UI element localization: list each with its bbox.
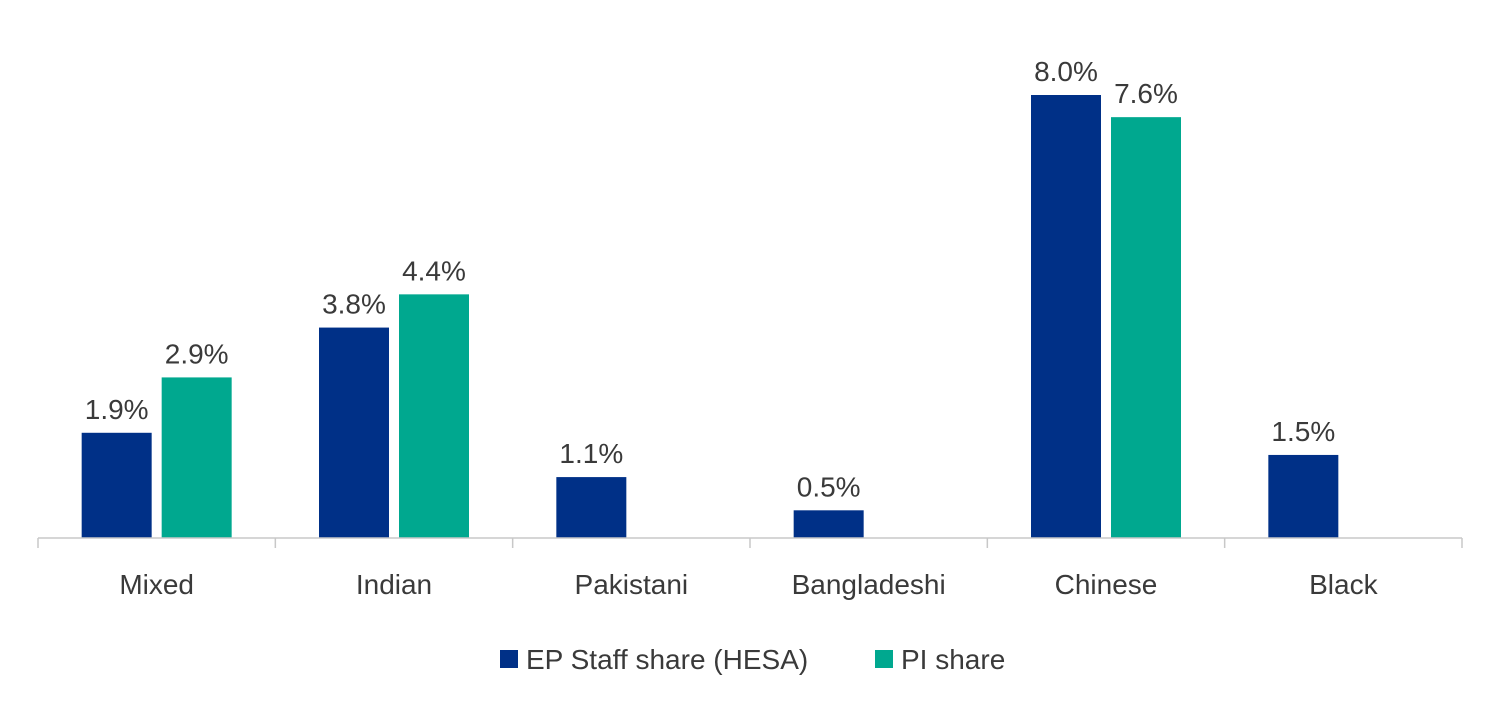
- bar-bangladeshi-ep-staff-share-hesa: [793, 510, 864, 538]
- data-label-chinese-pi-share: 7.6%: [1114, 78, 1178, 109]
- bar-pakistani-ep-staff-share-hesa: [556, 477, 627, 538]
- x-tick-labels: Mixed Indian Pakistani Bangladeshi Chinese Bl…: [119, 569, 1378, 600]
- legend-swatch-ep-staff-share-hesa: [500, 650, 518, 668]
- tick-label-indian: Indian: [356, 569, 432, 600]
- legend-label-ep-staff-share-hesa: EP Staff share (HESA): [526, 644, 808, 675]
- bar-chinese-ep-staff-share-hesa: [1031, 95, 1101, 538]
- data-label-black-ep-staff-share-hesa: 1.5%: [1271, 416, 1335, 447]
- tick-label-bangladeshi: Bangladeshi: [792, 569, 946, 600]
- data-label-mixed-pi-share: 2.9%: [165, 338, 229, 369]
- tick-label-black: Black: [1309, 569, 1378, 600]
- bar-black-ep-staff-share-hesa: [1268, 454, 1339, 538]
- tick-label-mixed: Mixed: [119, 569, 194, 600]
- data-label-bangladeshi-ep-staff-share-hesa: 0.5%: [797, 471, 861, 502]
- value-labels-layer: 1.9% 2.9% 3.8% 4.4% 1.1% 0.5% 8.0% 7.6% 1.5%: [85, 56, 1335, 502]
- bars-layer: [81, 95, 1339, 539]
- data-label-indian-ep-staff-share-hesa: 3.8%: [322, 289, 386, 320]
- bar-indian-pi-share: [399, 294, 469, 538]
- data-label-mixed-ep-staff-share-hesa: 1.9%: [85, 394, 149, 425]
- tick-label-chinese: Chinese: [1055, 569, 1158, 600]
- bar-mixed-ep-staff-share-hesa: [81, 432, 152, 538]
- tick-label-pakistani: Pakistani: [575, 569, 689, 600]
- legend-swatch-pi-share: [875, 650, 893, 668]
- legend: EP Staff share (HESA) PI share: [500, 644, 1005, 675]
- x-axis: [37, 537, 1463, 548]
- bar-chinese-pi-share: [1111, 117, 1181, 539]
- bar-mixed-pi-share: [161, 377, 232, 538]
- bar-indian-ep-staff-share-hesa: [319, 327, 389, 538]
- data-label-indian-pi-share: 4.4%: [402, 255, 466, 286]
- data-label-pakistani-ep-staff-share-hesa: 1.1%: [559, 438, 623, 469]
- data-label-chinese-ep-staff-share-hesa: 8.0%: [1034, 56, 1098, 87]
- legend-label-pi-share: PI share: [901, 644, 1005, 675]
